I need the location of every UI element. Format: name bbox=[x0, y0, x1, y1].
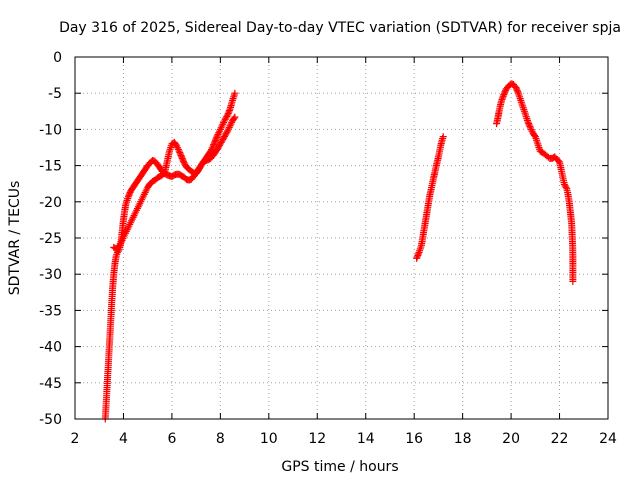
y-tick-label: -50 bbox=[39, 412, 62, 428]
data-point-plus bbox=[225, 107, 233, 115]
chart-title: Day 316 of 2025, Sidereal Day-to-day VTE… bbox=[59, 20, 621, 36]
x-tick-label: 12 bbox=[308, 431, 326, 447]
data-point-plus bbox=[499, 92, 507, 100]
y-tick-label: -35 bbox=[39, 303, 62, 319]
data-point-plus bbox=[224, 125, 232, 133]
data-point-plus bbox=[569, 277, 577, 285]
data-point-plus bbox=[231, 113, 239, 121]
data-point-plus bbox=[216, 125, 224, 133]
series-arc-3 bbox=[493, 80, 577, 285]
x-tick-label: 6 bbox=[167, 431, 176, 447]
x-tick-label: 20 bbox=[502, 431, 520, 447]
series-arc-1-rising bbox=[101, 89, 239, 423]
y-tick-label: 0 bbox=[53, 50, 62, 66]
x-axis-label: GPS time / hours bbox=[281, 459, 398, 475]
data-point-plus bbox=[213, 132, 221, 140]
data-point-plus bbox=[554, 157, 562, 165]
data-point-plus bbox=[220, 117, 228, 125]
data-point-plus bbox=[215, 129, 223, 137]
series-arc-1-second-track bbox=[110, 113, 239, 253]
data-point-plus bbox=[174, 144, 182, 152]
data-point-plus bbox=[414, 250, 422, 258]
data-point-plus bbox=[497, 97, 505, 105]
y-tick-label: -20 bbox=[39, 195, 62, 211]
data-point-plus bbox=[227, 120, 235, 128]
grid-lines bbox=[75, 57, 608, 419]
data-point-plus bbox=[526, 124, 534, 132]
data-points bbox=[101, 80, 577, 423]
data-point-plus bbox=[173, 142, 181, 150]
data-point-plus bbox=[224, 127, 232, 135]
x-tick-label: 2 bbox=[71, 431, 80, 447]
data-point-plus bbox=[174, 145, 182, 153]
data-point-plus bbox=[231, 89, 239, 97]
data-point-plus bbox=[216, 127, 224, 135]
x-tick-label: 8 bbox=[216, 431, 225, 447]
x-tick-label: 24 bbox=[599, 431, 617, 447]
data-point-plus bbox=[562, 183, 570, 191]
series-arc-2 bbox=[413, 133, 447, 262]
x-tick-label: 14 bbox=[357, 431, 375, 447]
axis-ticks: 2 4 6 8 10 12 14 16 18 20 22 240-5-10-15-20-25-30-3… bbox=[39, 50, 617, 447]
data-point-plus bbox=[225, 123, 233, 131]
data-point-plus bbox=[219, 120, 227, 128]
data-point-plus bbox=[526, 123, 534, 131]
data-point-plus bbox=[220, 119, 228, 127]
y-tick-label: -30 bbox=[39, 267, 62, 283]
y-axis-label: SDTVAR / TECUs bbox=[7, 181, 23, 296]
data-point-plus bbox=[498, 96, 506, 104]
data-point-plus bbox=[230, 114, 238, 122]
y-tick-label: -25 bbox=[39, 231, 62, 247]
x-tick-label: 16 bbox=[405, 431, 423, 447]
x-tick-label: 18 bbox=[454, 431, 472, 447]
data-point-plus bbox=[217, 124, 225, 132]
data-point-plus bbox=[527, 126, 535, 134]
x-tick-label: 10 bbox=[260, 431, 278, 447]
data-point-plus bbox=[214, 130, 222, 138]
data-point-plus bbox=[531, 131, 539, 139]
data-point-plus bbox=[218, 122, 226, 130]
y-tick-label: -15 bbox=[39, 159, 62, 175]
data-point-plus bbox=[439, 133, 447, 141]
y-tick-label: -45 bbox=[39, 376, 62, 392]
data-point-plus bbox=[514, 88, 522, 96]
y-tick-label: -40 bbox=[39, 340, 62, 356]
x-tick-label: 22 bbox=[551, 431, 569, 447]
y-tick-label: -10 bbox=[39, 122, 62, 138]
data-point-plus bbox=[226, 122, 234, 130]
data-point-plus bbox=[223, 128, 231, 136]
y-tick-label: -5 bbox=[48, 86, 62, 102]
data-point-plus bbox=[499, 94, 507, 102]
x-tick-label: 4 bbox=[119, 431, 128, 447]
